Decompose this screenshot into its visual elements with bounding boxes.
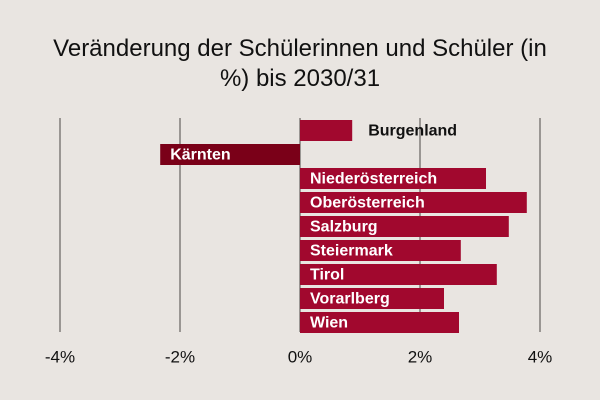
bar-label: Burgenland [368,123,457,140]
bar-label: Vorarlberg [310,291,390,308]
x-tick-label: -4% [45,347,75,366]
x-tick-label: 0% [288,347,313,366]
bar-label: Steiermark [310,243,393,260]
x-tick-label: 2% [408,347,433,366]
bar [300,264,497,285]
chart-title: Veränderung der Schülerinnen und Schüler… [53,35,547,92]
bar-label: Wien [310,315,348,332]
bar-label: Kärnten [170,147,230,164]
bar [160,144,300,165]
bar [300,168,486,189]
x-tick-label: 4% [528,347,553,366]
bar [300,312,459,333]
bar-label: Oberösterreich [310,195,425,212]
bar-label: Niederösterreich [310,171,437,188]
bar [300,288,444,309]
bar-label: Tirol [310,267,344,284]
bar [300,120,353,141]
bar [300,216,509,237]
bar [300,192,527,213]
bar-label: Salzburg [310,219,378,236]
bar [300,240,461,261]
x-tick-label: -2% [165,347,195,366]
